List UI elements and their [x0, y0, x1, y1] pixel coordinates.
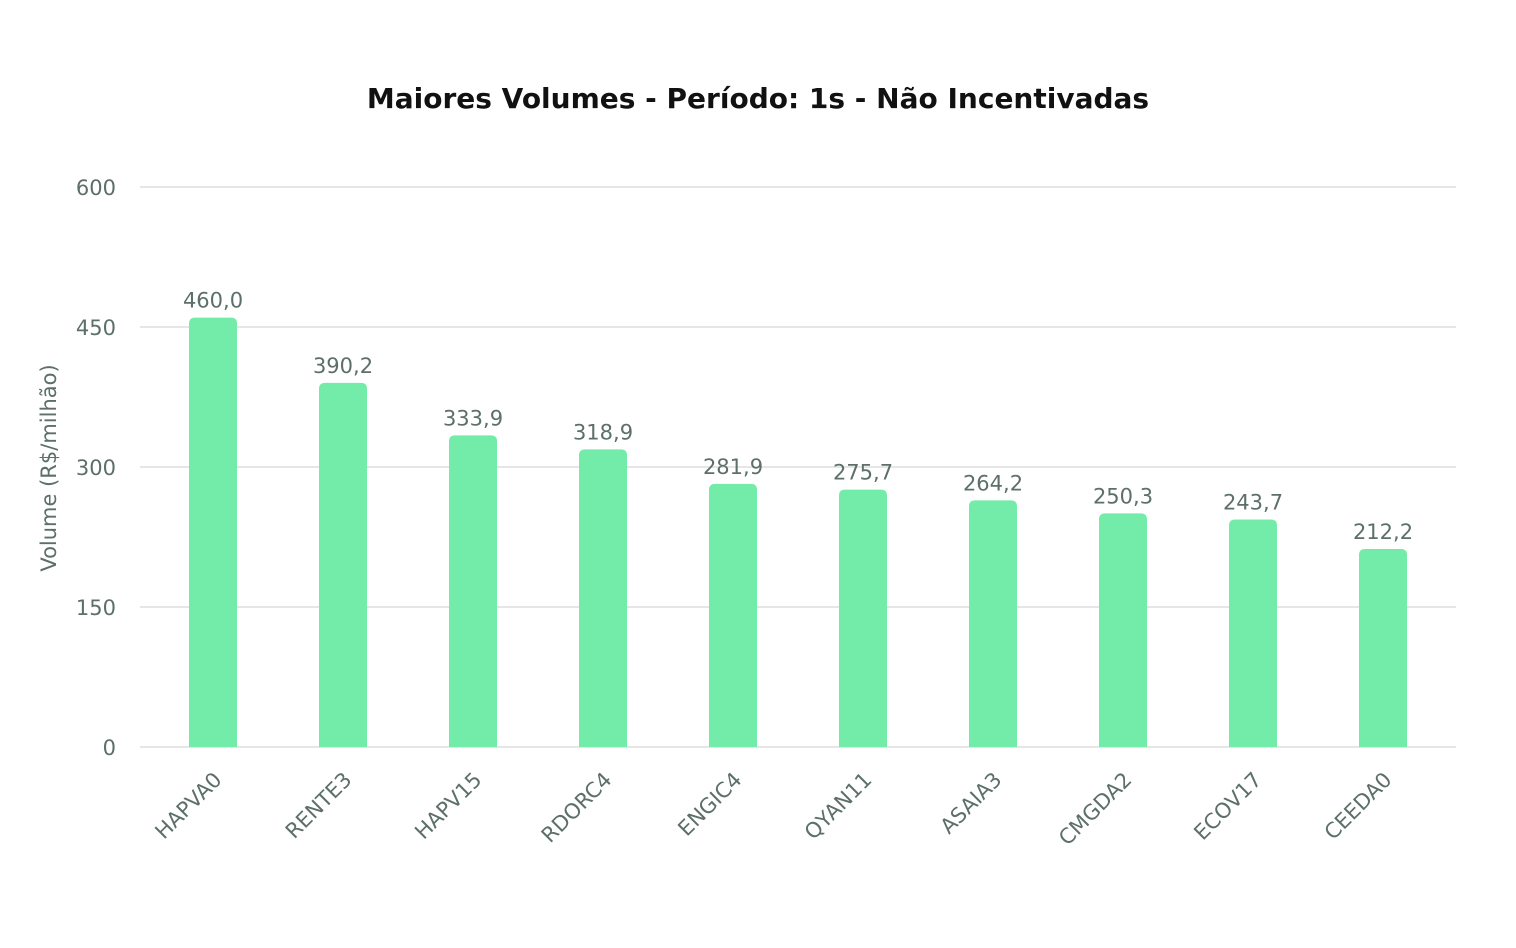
- value-label: 250,3: [1093, 484, 1153, 508]
- bar-asaia3: [969, 500, 1017, 747]
- x-tick-label: ASAIA3: [936, 768, 1007, 839]
- bar-cmgda2: [1099, 513, 1147, 747]
- value-label: 243,7: [1223, 491, 1283, 515]
- bar-ceeda0: [1359, 548, 1407, 747]
- x-tick-label: RENTE3: [281, 768, 357, 844]
- bars: [189, 317, 1407, 747]
- bar-hapva0: [189, 317, 237, 747]
- y-tick-label: 450: [76, 316, 116, 340]
- y-tick-label: 0: [103, 736, 116, 760]
- bar-hapv15: [449, 435, 497, 747]
- y-tick-label: 600: [76, 176, 116, 200]
- bar-rdorc4: [579, 449, 627, 747]
- x-tick-label: CEEDA0: [1320, 768, 1397, 845]
- bar-ecov17: [1229, 519, 1277, 747]
- y-axis-ticks: 0 150 300 450 600: [76, 176, 116, 760]
- value-label: 264,2: [963, 471, 1023, 495]
- x-tick-label: ECOV17: [1189, 768, 1266, 845]
- value-label: 333,9: [443, 406, 503, 430]
- value-label: 390,2: [313, 354, 373, 378]
- bar-qyan11: [839, 489, 887, 747]
- value-label: 212,2: [1353, 520, 1413, 544]
- bar-engic4: [709, 483, 757, 747]
- x-tick-label: HAPVA0: [150, 768, 226, 844]
- x-tick-label: HAPV15: [410, 768, 486, 844]
- chart-title: Maiores Volumes - Período: 1s - Não Ince…: [366, 82, 1150, 115]
- value-label: 318,9: [573, 420, 633, 444]
- x-tick-label: CMGDA2: [1054, 768, 1136, 850]
- x-axis-labels: HAPVA0 RENTE3 HAPV15 RDORC4 ENGIC4 QYAN11 ASAI…: [150, 768, 1396, 850]
- x-tick-label: RDORC4: [537, 768, 617, 848]
- value-labels: 460,0 390,2 333,9 318,9 281,9 275,7 264,2 250,3…: [183, 289, 1413, 544]
- bar-rente3: [319, 382, 367, 747]
- x-tick-label: ENGIC4: [673, 768, 746, 841]
- y-tick-label: 150: [76, 596, 116, 620]
- value-label: 460,0: [183, 289, 243, 313]
- y-axis-title: Volume (R$/milhão): [37, 364, 61, 571]
- value-label: 275,7: [833, 461, 893, 485]
- value-label: 281,9: [703, 455, 763, 479]
- y-tick-label: 300: [76, 456, 116, 480]
- x-tick-label: QYAN11: [800, 768, 877, 845]
